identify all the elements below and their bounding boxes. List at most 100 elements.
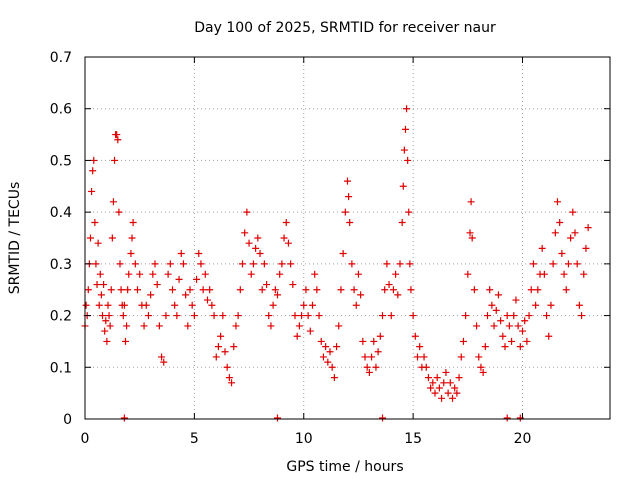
data-point bbox=[311, 270, 319, 278]
data-point bbox=[179, 260, 187, 268]
x-axis-label: GPS time / hours bbox=[286, 459, 403, 475]
x-tick-label: 10 bbox=[295, 431, 313, 447]
data-point bbox=[503, 414, 511, 422]
data-point bbox=[208, 301, 216, 309]
data-point bbox=[99, 312, 106, 320]
data-point bbox=[409, 312, 417, 320]
data-point bbox=[405, 208, 413, 216]
data-point bbox=[455, 374, 463, 382]
data-point bbox=[365, 368, 373, 376]
data-point bbox=[376, 332, 384, 340]
data-point bbox=[389, 286, 397, 294]
data-point bbox=[558, 250, 566, 258]
data-point bbox=[523, 337, 531, 345]
data-point bbox=[449, 394, 456, 402]
data-point bbox=[433, 374, 441, 382]
data-points bbox=[81, 105, 592, 422]
data-point bbox=[403, 105, 411, 113]
data-point bbox=[184, 322, 192, 330]
data-point bbox=[392, 270, 400, 278]
data-point bbox=[324, 358, 332, 366]
data-point bbox=[204, 296, 211, 304]
data-point bbox=[497, 317, 505, 325]
data-point bbox=[228, 379, 236, 387]
data-point bbox=[319, 353, 327, 361]
data-point bbox=[477, 363, 485, 371]
data-point bbox=[166, 260, 174, 268]
data-point bbox=[350, 286, 358, 294]
data-point bbox=[302, 286, 310, 294]
data-point bbox=[341, 208, 349, 216]
data-point bbox=[144, 312, 152, 320]
data-point bbox=[136, 270, 144, 278]
data-point bbox=[186, 286, 194, 294]
data-point bbox=[543, 312, 551, 320]
data-point bbox=[91, 218, 99, 226]
data-point bbox=[578, 312, 586, 320]
data-point bbox=[527, 286, 535, 294]
data-point bbox=[221, 348, 229, 356]
data-point bbox=[274, 291, 281, 299]
data-point bbox=[569, 208, 577, 216]
data-point bbox=[269, 301, 277, 309]
data-point bbox=[398, 218, 406, 226]
data-point bbox=[564, 260, 572, 268]
data-point bbox=[556, 218, 564, 226]
data-point bbox=[440, 379, 448, 387]
data-point bbox=[420, 353, 428, 361]
data-point bbox=[169, 286, 176, 294]
data-point bbox=[298, 312, 306, 320]
data-point bbox=[400, 146, 408, 154]
data-point bbox=[352, 301, 360, 309]
x-axis-ticks: 0 5 10 15 20 bbox=[81, 57, 531, 447]
data-point bbox=[446, 379, 454, 387]
data-point bbox=[225, 374, 233, 382]
data-point bbox=[484, 312, 491, 320]
data-point bbox=[177, 250, 185, 258]
data-point bbox=[100, 281, 108, 289]
data-point bbox=[195, 250, 203, 258]
data-point bbox=[519, 327, 526, 335]
data-point bbox=[467, 198, 475, 206]
data-point bbox=[155, 322, 163, 330]
data-point bbox=[582, 244, 590, 252]
data-point bbox=[429, 379, 437, 387]
data-point bbox=[333, 343, 341, 351]
data-point bbox=[295, 322, 303, 330]
data-point bbox=[94, 239, 102, 247]
data-point bbox=[481, 343, 489, 351]
data-point bbox=[239, 260, 246, 268]
data-point bbox=[107, 286, 115, 294]
data-point bbox=[560, 270, 568, 278]
data-point bbox=[414, 353, 421, 361]
data-point bbox=[488, 301, 496, 309]
data-point bbox=[431, 389, 439, 397]
data-point bbox=[348, 260, 356, 268]
data-point bbox=[106, 322, 114, 330]
data-point bbox=[368, 353, 376, 361]
x-tick-label: 5 bbox=[190, 431, 199, 447]
data-point bbox=[372, 363, 380, 371]
data-point bbox=[383, 260, 391, 268]
data-point bbox=[494, 291, 502, 299]
data-point bbox=[490, 322, 498, 330]
data-point bbox=[173, 312, 181, 320]
y-tick-label: 0.7 bbox=[50, 50, 72, 66]
data-point bbox=[232, 322, 240, 330]
data-point bbox=[131, 260, 139, 268]
data-point bbox=[304, 312, 312, 320]
data-point bbox=[538, 244, 546, 252]
y-tick-label: 0.6 bbox=[50, 102, 72, 118]
data-point bbox=[468, 234, 476, 242]
data-point bbox=[188, 301, 196, 309]
data-point bbox=[182, 291, 190, 299]
data-point bbox=[462, 312, 470, 320]
data-point bbox=[313, 286, 321, 294]
data-point bbox=[153, 281, 161, 289]
data-point bbox=[199, 286, 207, 294]
y-tick-label: 0.2 bbox=[50, 309, 72, 325]
data-point bbox=[105, 312, 113, 320]
data-point bbox=[406, 260, 414, 268]
data-point bbox=[344, 177, 351, 185]
